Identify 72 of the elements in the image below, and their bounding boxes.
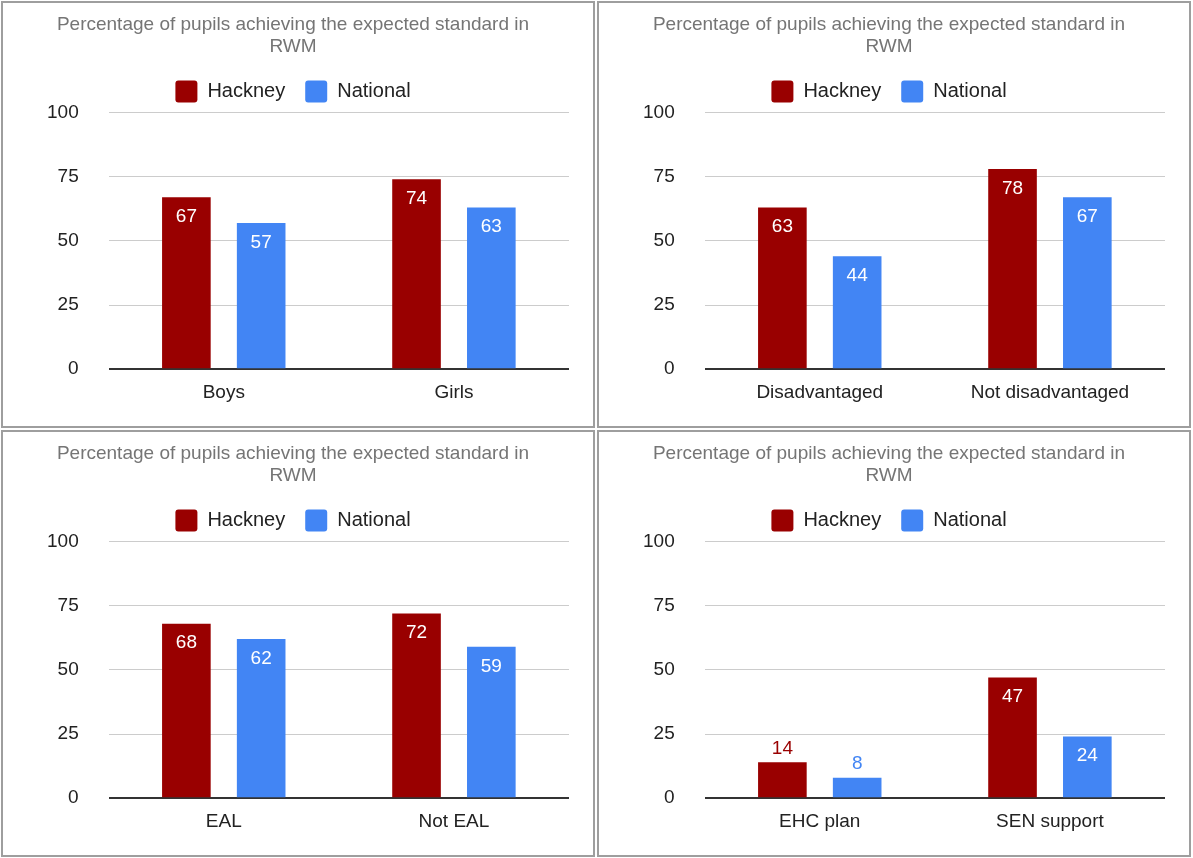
y-tick-label: 50 (653, 658, 675, 680)
legend-label: Hackney (803, 508, 882, 531)
x-tick-label: Boys (202, 380, 245, 402)
y-tick-label: 100 (643, 529, 675, 551)
legend-label: Hackney (207, 508, 286, 531)
bar (467, 646, 516, 798)
legend-label: Hackney (207, 79, 286, 102)
y-tick-label: 75 (57, 164, 79, 186)
data-label: 59 (480, 654, 502, 676)
y-tick-label: 75 (653, 593, 675, 615)
x-tick-label: Not disadvantaged (970, 380, 1130, 402)
chart-title: Percentage of pupils achieving the expected standard in RWM (56, 441, 530, 486)
bar (467, 207, 516, 369)
bar (832, 256, 882, 369)
x-tick-label: Girls (434, 380, 474, 402)
chart-title: Percentage of pupils achieving the expected standard in RWM (652, 441, 1126, 486)
bar (236, 222, 286, 369)
y-tick-label: 25 (653, 293, 675, 315)
data-label: 74 (405, 187, 428, 209)
x-tick-label: SEN support (996, 809, 1105, 831)
data-label: 57 (250, 230, 272, 252)
y-tick-label: 0 (664, 357, 675, 379)
data-label: 67 (1076, 205, 1098, 227)
y-tick-label: 100 (47, 100, 79, 122)
y-tick-label: 100 (47, 529, 79, 551)
y-tick-label: 0 (68, 357, 79, 379)
bar (1063, 197, 1112, 369)
legend-label: National (933, 508, 1007, 531)
data-label: 8 (851, 752, 863, 774)
bar (1063, 736, 1112, 798)
data-label: 72 (405, 621, 428, 643)
y-tick-label: 25 (653, 722, 675, 744)
bar (758, 207, 807, 369)
bar (162, 197, 211, 369)
y-tick-label: 75 (653, 164, 675, 186)
data-label: 14 (771, 737, 794, 759)
bar (832, 777, 882, 798)
y-tick-label: 100 (643, 100, 675, 122)
y-tick-label: 0 (664, 786, 675, 808)
bar (988, 169, 1037, 369)
y-tick-label: 50 (57, 229, 79, 251)
legend-label: National (337, 508, 411, 531)
x-tick-label: EAL (205, 809, 242, 831)
data-label: 63 (771, 215, 793, 237)
data-label: 78 (1001, 176, 1024, 198)
x-tick-label: Disadvantaged (756, 380, 884, 402)
legend-label: National (933, 79, 1007, 102)
bar (392, 613, 441, 798)
data-label: 44 (846, 264, 869, 286)
data-label: 67 (175, 205, 197, 227)
legend-label: Hackney (803, 79, 882, 102)
bar (758, 762, 807, 798)
y-tick-label: 50 (653, 229, 675, 251)
bar (162, 623, 211, 798)
legend-label: National (337, 79, 411, 102)
y-tick-label: 50 (57, 658, 79, 680)
bar (988, 677, 1037, 798)
x-tick-label: Not EAL (418, 809, 490, 831)
x-tick-label: EHC plan (779, 809, 861, 831)
data-label: 68 (175, 631, 197, 653)
bar (392, 179, 441, 369)
data-label: 24 (1076, 744, 1099, 766)
chart-title: Percentage of pupils achieving the expected standard in RWM (56, 12, 530, 57)
data-label: 63 (480, 215, 502, 237)
y-tick-label: 25 (57, 293, 79, 315)
y-tick-label: 25 (57, 722, 79, 744)
data-label: 62 (250, 646, 272, 668)
y-tick-label: 0 (68, 786, 79, 808)
bar (236, 639, 286, 798)
chart-title: Percentage of pupils achieving the expected standard in RWM (652, 12, 1126, 57)
data-label: 47 (1001, 685, 1024, 707)
y-tick-label: 75 (57, 593, 79, 615)
